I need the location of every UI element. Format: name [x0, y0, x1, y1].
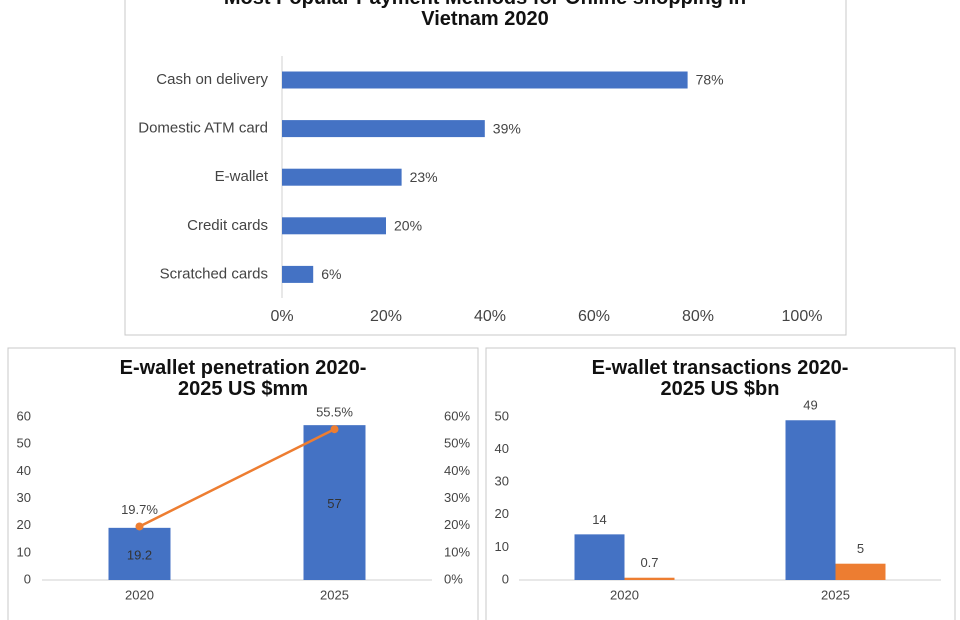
chart-title: E-wallet transactions 2020-2025 US $bn — [591, 357, 849, 400]
value-label: 49 — [803, 398, 817, 413]
bar — [574, 534, 625, 580]
chart-title: E-wallet penetration 2020-2025 US $mm — [119, 357, 367, 400]
y-tick-label: 50 — [495, 408, 509, 423]
bar — [785, 420, 836, 580]
x-tick-label: 100% — [782, 308, 823, 325]
x-tick-label: 80% — [682, 308, 714, 325]
chart-title: Most Popular Payment Methods for Online … — [224, 0, 746, 30]
x-tick-label: 60% — [578, 308, 610, 325]
y2-tick-label: 30% — [444, 490, 470, 505]
value-label: 5 — [857, 541, 864, 556]
y-tick-label: 50 — [17, 436, 31, 451]
bar — [624, 577, 675, 580]
y-tick-label: 10 — [17, 544, 31, 559]
y-tick-label: 0 — [24, 571, 31, 586]
point — [330, 425, 339, 434]
point — [135, 522, 144, 531]
y-tick-label: 30 — [17, 490, 31, 505]
y-tick-label: 20 — [495, 506, 509, 521]
y-tick-label: Scratched cards — [160, 265, 268, 282]
value-label: 6% — [321, 266, 341, 282]
y-tick-label: 40 — [495, 441, 509, 456]
y-tick-label: 20 — [17, 517, 31, 532]
bar — [282, 217, 386, 235]
y-tick-label: 10 — [495, 539, 509, 554]
value-label: 0.7 — [640, 555, 658, 570]
bar — [108, 527, 171, 580]
line — [138, 428, 336, 528]
y-tick-label: 30 — [495, 474, 509, 489]
y2-tick-label: 40% — [444, 463, 470, 478]
y2-tick-label: 0% — [444, 571, 463, 586]
y-tick-label: Credit cards — [187, 217, 268, 234]
chart-frame — [7, 347, 479, 620]
x-tick-label: 2020 — [610, 587, 639, 602]
x-tick-label: 0% — [270, 308, 293, 325]
y-tick-label: 60 — [17, 408, 31, 423]
y-tick-label: Domestic ATM card — [138, 120, 268, 137]
bar — [282, 71, 688, 89]
y2-tick-label: 10% — [444, 544, 470, 559]
y2-tick-label: 60% — [444, 408, 470, 423]
value-label: 23% — [410, 169, 438, 185]
value-label: 19.7% — [121, 502, 158, 517]
x-tick-label: 20% — [370, 308, 402, 325]
value-label: 19.2 — [127, 547, 152, 562]
x-tick-label: 2025 — [821, 587, 850, 602]
bar — [282, 265, 314, 283]
chart-frame — [124, 0, 847, 336]
x-tick-label: 2020 — [125, 587, 154, 602]
value-label: 39% — [493, 120, 521, 136]
y-tick-label: E-wallet — [215, 168, 269, 185]
value-label: 20% — [394, 218, 422, 234]
y-tick-label: 40 — [17, 463, 31, 478]
y-tick-label: 0 — [502, 571, 509, 586]
y2-tick-label: 20% — [444, 517, 470, 532]
value-label: 78% — [696, 72, 724, 88]
x-tick-label: 2025 — [320, 587, 349, 602]
y2-tick-label: 50% — [444, 436, 470, 451]
x-tick-label: 40% — [474, 308, 506, 325]
bar — [282, 120, 485, 138]
chart-frame — [485, 347, 956, 620]
bar — [282, 168, 402, 186]
y-tick-label: Cash on delivery — [156, 71, 268, 88]
value-label: 55.5% — [316, 405, 353, 420]
value-label: 57 — [327, 496, 341, 511]
bar — [303, 425, 366, 580]
bar — [835, 563, 886, 580]
value-label: 14 — [592, 512, 606, 527]
